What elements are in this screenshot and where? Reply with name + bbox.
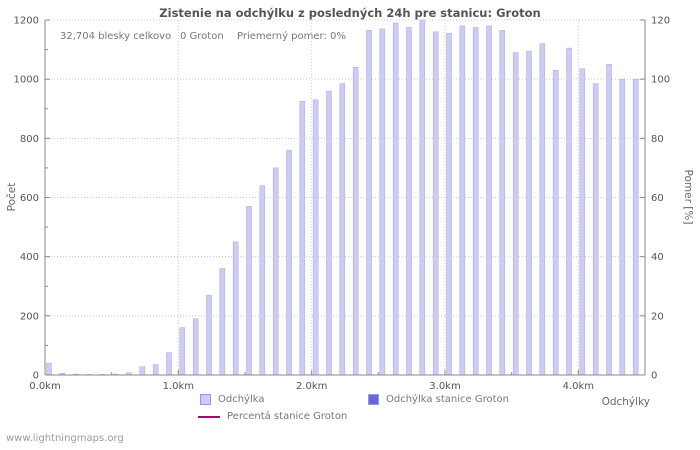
legend-item-station-percent: Percentá stanice Groton: [198, 411, 347, 422]
legend-item-deviation: Odchýlka: [200, 394, 265, 405]
svg-text:80: 80: [651, 134, 664, 145]
chart-title: Zistenie na odchýlku z posledných 24h pr…: [159, 6, 541, 20]
svg-text:0.0km: 0.0km: [29, 381, 60, 392]
svg-text:3.0km: 3.0km: [429, 381, 460, 392]
average-ratio-stat: Priemerný pomer: 0%: [237, 31, 346, 42]
legend-swatch-station-percent: [198, 415, 220, 418]
svg-text:0: 0: [33, 371, 39, 382]
watermark: www.lightningmaps.org: [6, 433, 124, 444]
svg-text:100: 100: [651, 75, 670, 86]
svg-text:600: 600: [20, 193, 39, 204]
svg-text:60: 60: [651, 193, 664, 204]
svg-text:1200: 1200: [14, 16, 39, 27]
legend-item-station-deviation: Odchýlka stanice Groton: [368, 394, 509, 405]
station-count-stat: 0 Groton: [180, 31, 224, 42]
svg-text:0: 0: [651, 371, 657, 382]
total-strikes-stat: 32,704 blesky celkovo: [60, 31, 172, 42]
x-axis-label: Odchýlky: [601, 396, 650, 408]
legend-label-station-deviation: Odchýlka stanice Groton: [386, 394, 510, 405]
legend-label-deviation: Odchýlka: [218, 394, 265, 405]
y-axis-left-label: Počet: [6, 182, 18, 212]
svg-text:4.0km: 4.0km: [563, 381, 594, 392]
svg-text:1.0km: 1.0km: [163, 381, 194, 392]
svg-text:400: 400: [20, 252, 39, 263]
svg-text:800: 800: [20, 134, 39, 145]
svg-text:1000: 1000: [14, 75, 39, 86]
svg-text:40: 40: [651, 252, 664, 263]
legend-label-station-percent: Percentá stanice Groton: [227, 411, 348, 422]
chart-stats: 32,704 blesky celkovo 0 Groton Priemerný…: [0, 31, 700, 45]
legend: Odchýlka Odchýlka stanice Groton Percent…: [0, 394, 700, 430]
svg-text:2.0km: 2.0km: [296, 381, 327, 392]
svg-text:120: 120: [651, 16, 670, 27]
svg-text:20: 20: [651, 311, 664, 322]
svg-text:200: 200: [20, 311, 39, 322]
legend-swatch-station-deviation: [368, 394, 379, 405]
legend-swatch-deviation: [200, 394, 211, 405]
y-axis-right-label: Pomer [%]: [682, 169, 694, 225]
